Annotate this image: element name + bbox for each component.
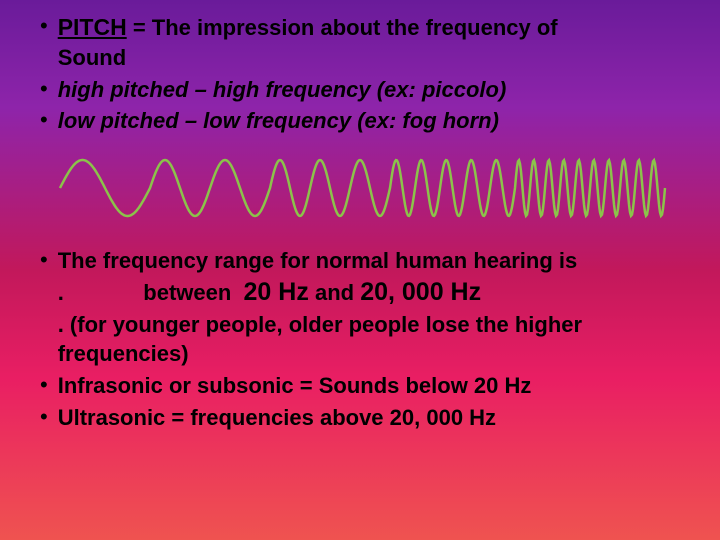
bullet-ultrasonic: • Ultrasonic = frequencies above 20, 000… xyxy=(40,403,700,433)
bullet-dot: • xyxy=(40,246,48,275)
range-line3: . (for younger people, older people lose… xyxy=(58,312,582,337)
pitch-label: PITCH xyxy=(58,14,127,40)
bullet-high: • high pitched – high frequency (ex: pic… xyxy=(40,75,700,105)
range-line2-prefix: . between xyxy=(58,280,244,305)
pitch-sub: Sound xyxy=(58,43,558,73)
bullet-content: PITCH = The impression about the frequen… xyxy=(58,12,558,73)
bullet-low: • low pitched – low frequency (ex: fog h… xyxy=(40,106,700,136)
bullet-pitch: • PITCH = The impression about the frequ… xyxy=(40,12,700,73)
bullet-content: high pitched – high frequency (ex: picco… xyxy=(58,75,507,105)
hz-low: 20 Hz xyxy=(244,278,309,306)
hz-high: 20, 000 Hz xyxy=(360,278,481,306)
bullet-content: The frequency range for normal human hea… xyxy=(58,246,582,369)
range-line4: frequencies) xyxy=(58,341,189,366)
bullet-content: Ultrasonic = frequencies above 20, 000 H… xyxy=(58,403,496,433)
range-mid: and xyxy=(309,280,360,305)
bullet-infrasonic: • Infrasonic or subsonic = Sounds below … xyxy=(40,371,700,401)
bullet-dot: • xyxy=(40,12,48,41)
wave-path xyxy=(60,160,665,216)
bullet-dot: • xyxy=(40,75,48,104)
bullet-content: low pitched – low frequency (ex: fog hor… xyxy=(58,106,499,136)
bullet-dot: • xyxy=(40,106,48,135)
bullet-content: Infrasonic or subsonic = Sounds below 20… xyxy=(58,371,532,401)
bullet-dot: • xyxy=(40,403,48,432)
bullet-range: • The frequency range for normal human h… xyxy=(40,246,700,369)
frequency-wave-svg xyxy=(50,148,670,228)
pitch-rest: = The impression about the frequency of xyxy=(127,15,558,40)
bullet-dot: • xyxy=(40,371,48,400)
range-line1: The frequency range for normal human hea… xyxy=(58,248,578,273)
wave-diagram xyxy=(50,148,700,228)
